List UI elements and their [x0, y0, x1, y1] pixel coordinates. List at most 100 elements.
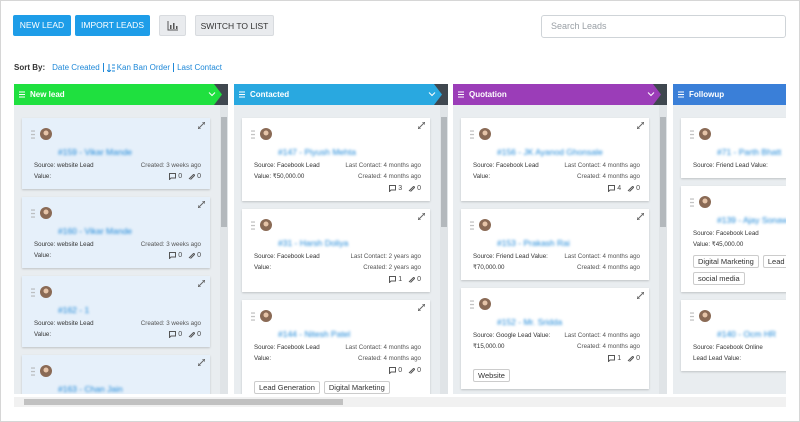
scroll-thumb[interactable] [221, 117, 227, 227]
drag-handle-svg [470, 300, 474, 309]
lead-card[interactable]: #147 - Piyush Mehta Source: Facebook Lead… [242, 118, 430, 201]
tag[interactable]: Digital Marketing [323, 381, 390, 394]
sort-option[interactable]: Last Contact [173, 63, 225, 72]
info-left: Source: website Lead [34, 162, 94, 169]
lead-name[interactable]: #163 - Chan Jain [58, 384, 123, 394]
scroll-thumb[interactable] [24, 399, 343, 405]
menu-icon [239, 91, 245, 98]
info-left: Source: website Lead [34, 320, 94, 327]
expand-icon-svg [637, 122, 644, 129]
info-right: Last Contact: 4 months ago [564, 162, 640, 169]
lead-card[interactable]: #31 - Harsh Doliya Source: Facebook Lead L… [242, 209, 430, 292]
card-list: #147 - Piyush Mehta Source: Facebook Lead… [242, 118, 430, 394]
lead-card[interactable]: #144 - Nitesh Patel Source: Facebook Lead… [242, 300, 430, 394]
comment-icon [169, 252, 177, 259]
avatar-svg [260, 310, 272, 322]
info-row: Source: Facebook Lead [693, 228, 786, 239]
info-left: Source: website Lead [34, 241, 94, 248]
lead-card[interactable]: #156 - JK Ayanod Ghonsale Source: Faceboo… [461, 118, 649, 201]
expand-icon-svg [418, 122, 425, 129]
lead-name[interactable]: #152 - Mr. Sridda [497, 317, 563, 327]
card-list: #71 - Parth Bhatt Source: Friend Lead Val… [681, 118, 786, 371]
info-row: Source: website Lead Created: 3 weeks ago [34, 239, 201, 250]
drag-handle-svg [470, 221, 474, 230]
lead-name[interactable]: #31 - Harsh Doliya [278, 238, 349, 248]
comment-count: 4 [608, 184, 621, 192]
search-input[interactable]: Search Leads [541, 15, 786, 38]
lead-name[interactable]: #139 - Ajay Sonawane [717, 215, 786, 225]
lead-name[interactable]: #162 - 1 [58, 305, 90, 315]
vertical-scrollbar[interactable] [440, 105, 448, 394]
lead-name[interactable]: #144 - Nitesh Patel [278, 329, 351, 339]
tag[interactable]: Lead Generation [762, 255, 786, 268]
column: Followup #71 - Parth Bhatt Source: Friend … [673, 84, 786, 394]
lead-name[interactable]: #160 - Vikar Mande [58, 226, 133, 236]
avatar-svg [699, 196, 711, 208]
chart-button[interactable] [159, 15, 186, 36]
lead-card[interactable]: #71 - Parth Bhatt Source: Friend Lead Val… [681, 118, 786, 178]
lead-name[interactable]: #159 - Vikar Mande [58, 147, 133, 157]
sort-option-text: Kan Ban Order [116, 63, 171, 72]
attachment-number: 0 [197, 173, 201, 180]
info-right: Last Contact: 4 months ago [564, 332, 640, 339]
vertical-scrollbar[interactable] [659, 105, 667, 394]
scroll-thumb[interactable] [441, 117, 447, 227]
lead-card[interactable]: #162 - 1 Source: website Lead Created: 3 w… [22, 276, 210, 347]
tag-list: Lead Generation Digital Marketing [254, 381, 421, 394]
avatar-svg [40, 286, 52, 298]
sort-option[interactable]: Kan Ban Order [102, 63, 173, 72]
import-leads-button[interactable]: IMPORT LEADS [75, 15, 150, 36]
avatar-svg [479, 219, 491, 231]
lead-card[interactable]: #153 - Prakash Rai Source: Friend Lead Va… [461, 209, 649, 280]
lead-name[interactable]: #153 - Prakash Rai [497, 238, 570, 248]
info-right: Created: 4 months ago [577, 264, 640, 271]
card-list: #156 - JK Ayanod Ghonsale Source: Faceboo… [461, 118, 649, 389]
info-row: Value: ₹50,000.00 Created: 4 months ago [254, 171, 421, 182]
comment-count: 0 [389, 366, 402, 374]
tag[interactable]: Lead Generation [254, 381, 320, 394]
tag[interactable]: social media [693, 272, 745, 285]
lead-name[interactable]: #156 - JK Ayanod Ghonsale [497, 147, 603, 157]
lead-card[interactable]: #139 - Ajay Sonawane Source: Facebook Lea… [681, 186, 786, 292]
vertical-scrollbar[interactable] [220, 105, 228, 394]
info-row: Source: Facebook Lead Last Contact: 4 mon… [254, 342, 421, 353]
comment-number: 0 [178, 252, 183, 259]
lead-card[interactable]: #159 - Vikar Mande Source: website Lead Cr… [22, 118, 210, 189]
lead-card[interactable]: #160 - Vikar Mande Source: website Lead Cr… [22, 197, 210, 268]
info-right: Created: 2 years ago [363, 264, 421, 271]
info-left: Source: Facebook Online [693, 344, 763, 351]
tag[interactable]: Digital Marketing [693, 255, 759, 268]
drag-handle-svg [251, 130, 255, 139]
lead-card[interactable]: #163 - Chan JainSource: website LeadCrea… [22, 355, 210, 394]
comment-number: 1 [398, 275, 403, 283]
column: Contacted #147 - Piyush Mehta Source: Face… [234, 84, 448, 394]
drag-handle-svg [690, 130, 694, 139]
sort-option[interactable]: Date Created [52, 63, 100, 72]
info-right: Created: 3 weeks ago [140, 320, 201, 327]
attachment-number: 0 [417, 366, 421, 374]
comment-number: 0 [178, 331, 183, 338]
comment-count: 1 [608, 354, 621, 362]
info-left: Value: [254, 355, 272, 362]
switch-to-list-button[interactable]: SWITCH TO LIST [195, 15, 274, 36]
lead-name[interactable]: #140 - Ocm HR [717, 329, 777, 339]
info-left: Source: Friend Lead Value: [693, 162, 768, 169]
comment-icon [169, 331, 177, 338]
lead-name[interactable]: #71 - Parth Bhatt [717, 147, 782, 157]
scroll-thumb[interactable] [660, 117, 666, 227]
lead-card[interactable]: #140 - Ocm HR Source: Facebook Online Lead… [681, 300, 786, 371]
tag[interactable]: Website [473, 369, 510, 382]
lead-card[interactable]: #152 - Mr. Sridda Source: Google Lead Val… [461, 288, 649, 389]
lead-name[interactable]: #147 - Piyush Mehta [278, 147, 356, 157]
attachment-icon-svg [408, 185, 416, 192]
horizontal-scrollbar[interactable] [14, 397, 786, 407]
attachment-icon [408, 276, 416, 283]
avatar-svg [260, 128, 272, 140]
comment-number: 3 [398, 184, 403, 192]
new-lead-button[interactable]: NEW LEAD [13, 15, 71, 36]
